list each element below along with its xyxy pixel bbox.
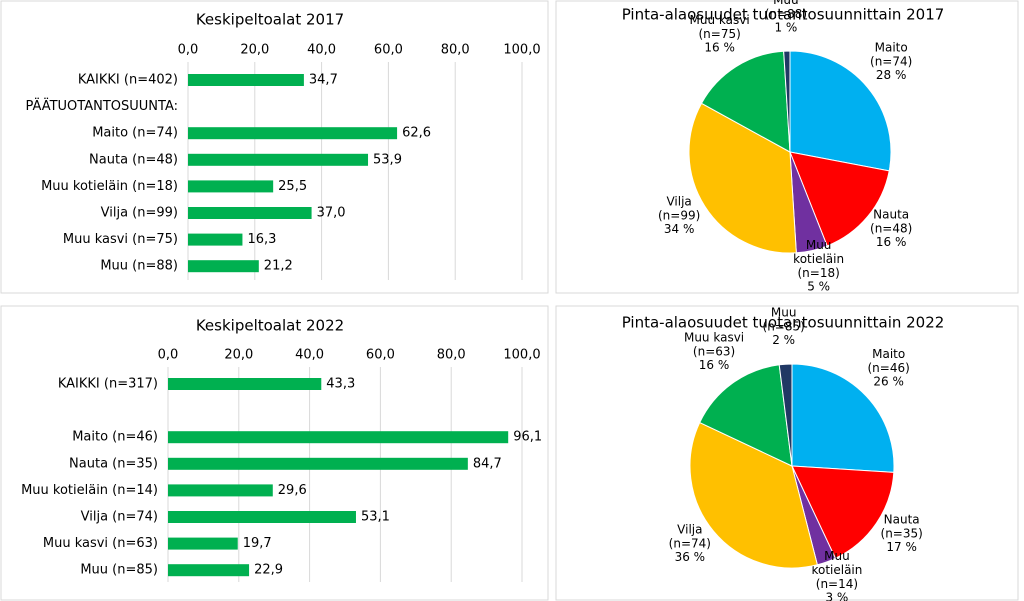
value-label: 19,7 <box>243 536 272 551</box>
slice-value-label: 26 % <box>873 375 904 389</box>
slice-label: Muu kasvi (n=63) <box>684 330 744 358</box>
value-label: 16,3 <box>247 232 276 247</box>
value-label: 53,9 <box>373 152 402 167</box>
y-tick-label: Muu kotieläin (n=18) <box>41 179 178 194</box>
x-tick-label: 40,0 <box>307 43 336 58</box>
pie-slice <box>700 50 791 153</box>
slice-value-label: 36 % <box>675 550 706 564</box>
chart-title: Keskipeltoalat 2017 <box>196 11 344 29</box>
y-tick-label: Maito (n=46) <box>72 430 158 445</box>
bar <box>168 431 509 444</box>
slice-value-label: 16 % <box>704 41 735 55</box>
value-label: 53,1 <box>361 510 390 525</box>
x-tick-label: 20,0 <box>224 348 253 363</box>
pie-slice <box>783 50 791 153</box>
slice-value-label: 16 % <box>876 235 907 249</box>
slice-label: Vilja (n=74) <box>669 522 711 550</box>
bar <box>188 207 312 219</box>
pie-slice <box>778 363 793 467</box>
slice-value-label: 16 % <box>699 358 730 372</box>
bar <box>188 153 369 166</box>
bar <box>188 180 274 193</box>
y-tick-label: Muu (n=85) <box>80 563 158 578</box>
pie-slice <box>789 151 890 247</box>
slice-value-label: 1 % <box>774 20 797 34</box>
x-tick-label: 100,0 <box>503 43 540 58</box>
slice-value-label: 28 % <box>876 68 907 82</box>
value-label: 43,3 <box>326 377 355 392</box>
slice-value-label: 34 % <box>664 222 695 236</box>
y-tick-label: Maito (n=74) <box>92 126 178 141</box>
pie-slice <box>791 363 895 473</box>
slice-label: Muu kasvi (n=75) <box>690 13 750 41</box>
y-tick-label: Vilja (n=99) <box>101 206 178 221</box>
value-label: 84,7 <box>473 456 502 471</box>
y-tick-label: KAIKKI (n=317) <box>58 377 158 392</box>
chart-title: Pinta-alaosuudet tuotantosuunnittain 202… <box>622 314 945 332</box>
chart-title: Pinta-alaosuudet tuotantosuunnittain 201… <box>622 6 945 24</box>
slice-value-label: 3 % <box>825 590 848 601</box>
value-label: 29,6 <box>278 483 307 498</box>
bar <box>168 537 238 550</box>
slice-label: Vilja (n=99) <box>658 194 700 222</box>
slice-label: Nauta (n=35) <box>881 512 923 540</box>
y-tick-label: Vilja (n=74) <box>81 510 158 525</box>
value-label: 96,1 <box>513 430 542 445</box>
slice-label: Muu(n=88) <box>765 0 807 20</box>
pie-slice <box>699 364 793 467</box>
slice-label: Muu kotieläin (n=14) <box>811 548 862 590</box>
y-tick-label: Nauta (n=35) <box>69 456 158 471</box>
slice-label: Muu (n=85) <box>763 305 805 333</box>
slice-value-label: 17 % <box>886 540 917 554</box>
bar <box>188 127 398 140</box>
x-tick-label: 0,0 <box>158 348 179 363</box>
bar <box>188 233 243 246</box>
panel <box>0 0 549 294</box>
y-tick-label: KAIKKI (n=402) <box>78 73 178 88</box>
y-tick-label: Muu kotieläin (n=14) <box>21 483 158 498</box>
pie-slice <box>791 465 895 559</box>
value-label: 34,7 <box>309 73 338 88</box>
x-tick-label: 20,0 <box>240 43 269 58</box>
y-tick-label: Nauta (n=48) <box>89 152 178 167</box>
slice-label: Maito (n=74) <box>870 40 912 68</box>
value-label: 37,0 <box>317 206 346 221</box>
y-tick-label: Muu kasvi (n=75) <box>63 232 178 247</box>
y-tick-label: Muu (n=88) <box>100 259 178 274</box>
pie-slice <box>689 421 818 569</box>
slice-label: Maito (n=46) <box>868 347 910 375</box>
value-label: 21,2 <box>264 259 293 274</box>
x-tick-label: 80,0 <box>441 43 470 58</box>
bar <box>188 260 259 273</box>
value-label: 22,9 <box>254 563 283 578</box>
x-tick-label: 40,0 <box>295 348 324 363</box>
bar <box>168 484 273 497</box>
bar <box>168 564 250 577</box>
y-tick-label: PÄÄTUOTANTOSUUNTA: <box>25 98 178 114</box>
x-tick-label: 100,0 <box>503 348 540 363</box>
slice-label: Nauta (n=48) <box>870 207 912 235</box>
chart-title: Keskipeltoalat 2022 <box>196 317 344 335</box>
x-tick-label: 0,0 <box>178 43 199 58</box>
x-tick-label: 60,0 <box>374 43 403 58</box>
bar <box>168 457 468 470</box>
bar <box>188 74 304 86</box>
slice-value-label: 2 % <box>772 333 795 347</box>
y-tick-label: Muu kasvi (n=63) <box>43 536 158 551</box>
panel <box>0 305 549 601</box>
x-tick-label: 80,0 <box>437 348 466 363</box>
slice-value-label: 5 % <box>807 280 830 294</box>
bar <box>168 511 356 523</box>
value-label: 62,6 <box>402 126 431 141</box>
slice-label: Muu kotieläin (n=18) <box>793 238 844 280</box>
value-label: 25,5 <box>278 179 307 194</box>
x-tick-label: 60,0 <box>366 348 395 363</box>
bar <box>168 378 322 390</box>
pie-slice <box>789 50 892 172</box>
